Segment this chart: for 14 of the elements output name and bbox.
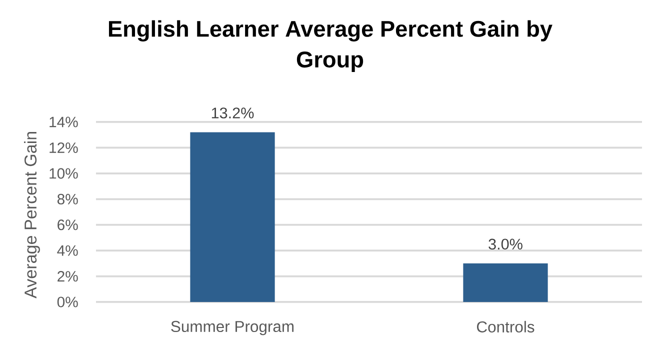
y-tick-label: 4%: [57, 245, 78, 256]
y-tick-label: 12%: [50, 142, 78, 153]
x-tick-label: Summer Program: [171, 320, 294, 336]
chart-title: English Learner Average Percent Gain by Group: [108, 20, 552, 72]
y-axis-title: Average Percent Gain: [24, 132, 40, 298]
y-tick-label: 14%: [50, 116, 78, 128]
y-tick-label: 6%: [58, 220, 78, 230]
data-label: 3.0%: [488, 238, 522, 250]
y-tick-label: 2%: [58, 271, 78, 282]
y-tick-label: 10%: [50, 168, 78, 179]
y-tick-label: 8%: [57, 194, 78, 204]
x-tick-label: Controls: [477, 320, 534, 332]
data-label: 13.2%: [212, 108, 254, 118]
y-tick-label: 0%: [57, 296, 78, 308]
